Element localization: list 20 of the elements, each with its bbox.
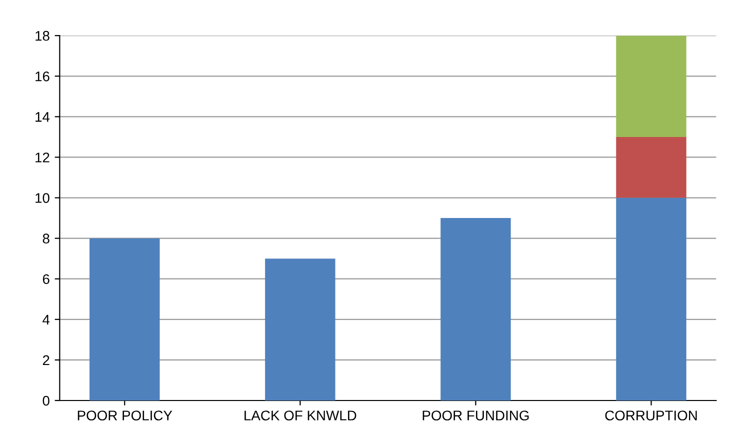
x-tick-label: POOR POLICY: [78, 410, 172, 420]
bar: [90, 238, 160, 400]
bar: [616, 136, 686, 198]
bar: [616, 36, 686, 137]
x-tick-label: CORRUPTION: [605, 410, 697, 420]
bar: [265, 258, 336, 400]
y-tick-label: 16: [36, 71, 50, 82]
y-tick-label: 10: [36, 193, 50, 203]
y-tick-label: 8: [42, 234, 50, 244]
y-tick-label: 12: [36, 152, 50, 162]
y-tick-label: 2: [42, 355, 50, 365]
x-tick-label: LACK OF KNWLD: [244, 410, 356, 420]
y-tick-label: 4: [42, 314, 50, 324]
bar: [616, 198, 686, 400]
y-tick-label: 14: [36, 112, 50, 122]
bar: [440, 218, 511, 400]
y-tick-label: 6: [42, 274, 50, 284]
y-tick-label: 18: [36, 30, 50, 41]
x-tick-label: POOR FUNDING: [422, 410, 529, 420]
y-tick-label: 0: [42, 396, 50, 406]
